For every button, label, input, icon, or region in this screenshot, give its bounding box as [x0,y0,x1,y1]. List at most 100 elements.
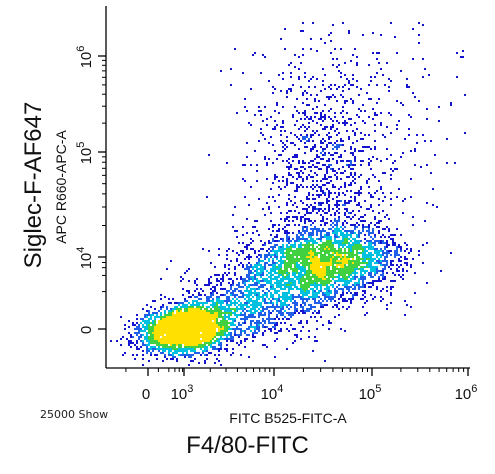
event-dot [160,320,162,322]
event-dot [248,294,250,296]
event-dot [344,264,346,266]
event-dot [310,220,312,222]
event-dot [136,342,138,344]
event-dot [314,280,316,282]
event-dot [324,234,326,236]
event-dot [318,290,320,292]
event-dot [318,194,320,196]
event-dot [344,270,346,272]
event-dot [252,316,254,318]
event-dot [302,260,304,262]
event-dot [346,286,348,288]
event-dot [382,134,384,136]
event-dot [308,284,310,286]
event-dot [276,176,278,178]
event-dot [160,294,162,296]
event-dot [230,336,232,338]
event-dot [336,172,338,174]
event-dot [354,244,356,246]
event-dot [204,346,206,348]
event-dot [254,270,256,272]
event-dot [196,336,198,338]
event-dot [252,336,254,338]
event-dot [238,328,240,330]
event-dot [180,354,182,356]
event-dot [162,330,164,332]
event-dot [152,342,154,344]
event-dot [198,362,200,364]
event-dot [352,102,354,104]
event-dot [270,242,272,244]
event-dot [252,266,254,268]
event-dot [354,232,356,234]
event-dot [134,358,136,360]
event-dot [156,344,158,346]
event-dot [234,230,236,232]
event-dot [320,214,322,216]
event-dot [280,218,282,220]
event-dot [284,256,286,258]
event-dot [230,328,232,330]
event-dot [316,174,318,176]
event-dot [382,288,384,290]
event-dot [304,304,306,306]
event-dot [322,148,324,150]
event-dot [310,252,312,254]
event-dot [232,328,234,330]
event-dot [346,242,348,244]
event-dot [284,300,286,302]
event-dot [262,280,264,282]
event-dot [196,334,198,336]
event-dot [240,332,242,334]
event-dot [314,228,316,230]
event-dot [186,270,188,272]
event-dot [276,102,278,104]
event-dot [312,280,314,282]
event-dot [220,294,222,296]
event-dot [332,120,334,122]
event-dot [180,320,182,322]
event-dot [326,178,328,180]
event-dot [302,138,304,140]
event-dot [236,112,238,114]
event-dot [330,238,332,240]
event-dot [248,262,250,264]
event-dot [406,244,408,246]
event-dot [280,310,282,312]
event-dot [200,318,202,320]
event-dot [350,262,352,264]
event-dot [402,212,404,214]
event-dot [208,332,210,334]
event-dot [190,330,192,332]
event-dot [250,330,252,332]
event-dot [310,228,312,230]
event-dot [250,310,252,312]
event-dot [278,186,280,188]
event-dot [368,260,370,262]
event-dot [322,138,324,140]
event-dot [288,64,290,66]
event-dot [268,248,270,250]
event-dot [166,344,168,346]
event-dot [192,324,194,326]
event-dot [264,266,266,268]
event-dot [306,258,308,260]
event-dot [288,276,290,278]
event-dot [384,136,386,138]
event-dot [404,198,406,200]
event-dot [246,244,248,246]
event-dot [358,258,360,260]
event-dot [350,160,352,162]
event-dot [326,266,328,268]
event-dot [264,326,266,328]
event-dot [236,230,238,232]
event-dot [278,296,280,298]
event-dot [324,74,326,76]
event-dot [196,318,198,320]
event-dot [254,266,256,268]
event-dot [226,326,228,328]
event-dot [222,300,224,302]
event-dot [356,114,358,116]
event-dot [304,312,306,314]
event-dot [282,228,284,230]
